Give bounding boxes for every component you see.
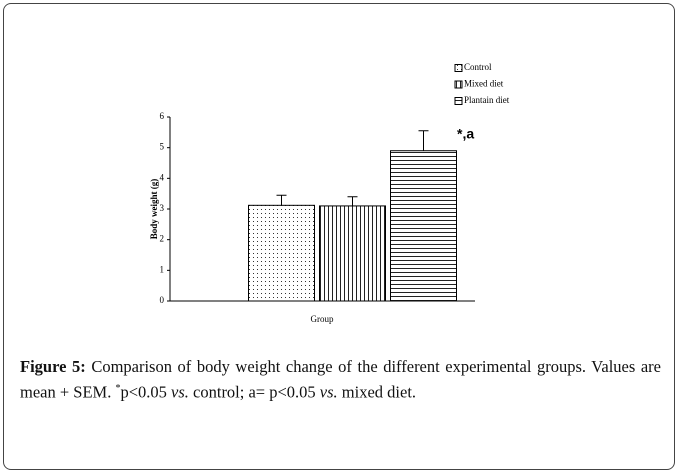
caption-text: vs.	[171, 382, 189, 402]
legend-label: Control	[464, 62, 492, 72]
y-tick-label: 2	[160, 234, 165, 244]
bar	[248, 204, 315, 302]
annotation: *,a	[457, 126, 474, 142]
y-axis-label: Body weight (g)	[149, 179, 159, 240]
figure-frame	[3, 3, 675, 470]
error-bar	[418, 130, 429, 151]
y-tick-label: 5	[160, 142, 165, 152]
caption-text: vs.	[319, 382, 338, 402]
caption-text: *	[115, 383, 121, 394]
legend-label: Plantain diet	[464, 95, 510, 105]
legend-label: Mixed diet	[464, 79, 504, 89]
bar	[390, 150, 457, 302]
caption-text: control; a= p<0.05	[188, 382, 320, 402]
y-tick-label: 3	[160, 203, 165, 213]
legend-swatch	[454, 80, 463, 89]
error-bar	[276, 194, 287, 206]
legend-swatch	[454, 97, 463, 105]
caption-text: mixed diet.	[337, 382, 417, 402]
error-bar	[347, 196, 358, 206]
x-axis-label: Group	[311, 314, 334, 324]
caption-text: Comparison of body weight change of the …	[20, 357, 661, 402]
y-tick-label: 1	[160, 264, 165, 274]
chart: Body weight (g) Group *,a 0 1 2 3 4 5 6 Control…	[149, 62, 510, 324]
caption-label: Figure 5:	[20, 357, 86, 376]
bar	[319, 205, 386, 302]
caption: Figure 5: Comparison of body weight chan…	[20, 356, 661, 404]
y-tick-label: 4	[160, 172, 165, 182]
legend-swatch	[454, 64, 463, 72]
caption-text: p<0.05	[120, 382, 172, 402]
y-tick-label: 0	[160, 295, 165, 305]
y-tick-label: 6	[160, 111, 165, 121]
